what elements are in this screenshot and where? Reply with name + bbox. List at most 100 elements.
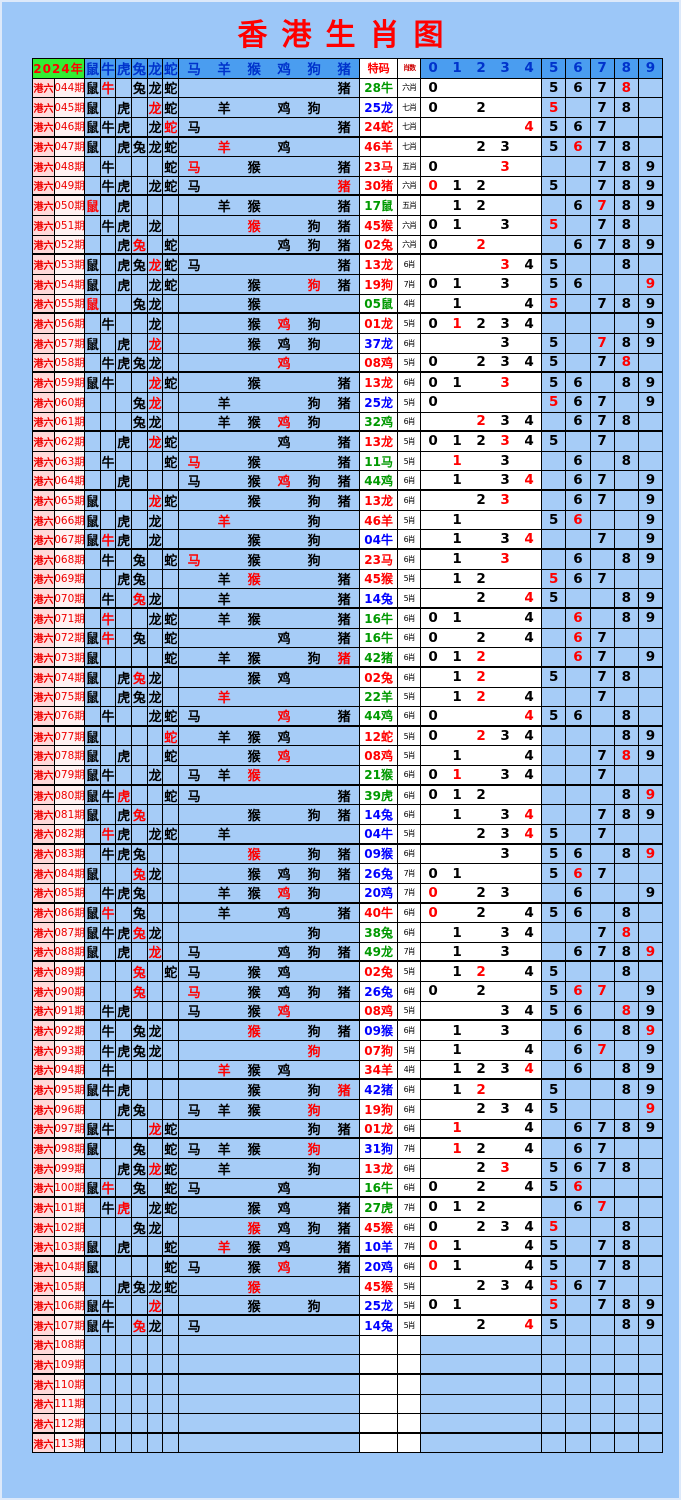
row-period: 093期 [55,1041,85,1060]
digit-cell [445,255,469,274]
zodiac-cell [239,1395,269,1414]
zodiac-cell: 猴 [247,966,261,982]
digit-cell: 1 [452,551,462,568]
zodiac-cell: 猴 [247,1005,261,1020]
zodiac-cell [132,1198,148,1217]
zodiac-cell [179,216,209,235]
digit-cell: 9 [638,294,664,313]
zodiac-cell: 蛇 [163,1178,180,1197]
digit-cell [542,1414,567,1432]
digit-cell [614,275,639,294]
zodiac-cell-group: 羊 [179,687,361,707]
zodiac-cell: 虎 [116,216,133,235]
digit-cell: 8 [614,903,639,923]
zodiac-cell [329,314,359,333]
zodiac-cell [85,1414,101,1432]
zodiac-cell [179,314,209,333]
digit-cell: 9 [638,1060,664,1079]
zodiac-cell [163,1433,180,1453]
zodiac-cell: 牛 [100,117,117,136]
digit-cell: 5 [542,137,567,157]
zodiac-cell [85,392,101,412]
digit-cell: 0 [428,787,438,804]
row-prefix: 港六 [33,1257,55,1276]
special-code-cell: 16牛 [360,1178,399,1197]
zodiac-cell: 猪 [337,632,351,648]
zodiac-count-cell: 5肖 [398,510,422,530]
zodiac-cell [179,1061,209,1079]
digit-cell: 9 [638,491,664,510]
row-period: 110期 [55,1374,85,1394]
zodiac-cell [329,1316,359,1335]
zodiac-cell [179,354,209,372]
zodiac-cell: 猴 [247,1084,261,1099]
zodiac-cell [163,1394,180,1414]
zodiac-cell [179,138,209,157]
digit-cell: 9 [638,608,664,628]
zodiac-cell [132,333,148,353]
zodiac-count-cell: 6肖 [398,550,422,569]
special-code-cell: 13龙 [360,432,399,451]
zodiac-cell-group: 马鸡狗猪 [179,942,361,961]
digit-cell: 9 [638,726,664,746]
digit-cell [469,157,493,176]
zodiac-cell [209,216,239,235]
row-period: 076期 [55,707,85,725]
digit-cell: 4 [524,825,534,842]
digit-cell: 6 [566,569,591,589]
zodiac-cell: 蛇 [163,628,180,648]
digit-cell: 2 [476,1278,486,1295]
row-period: 072期 [55,628,85,648]
zodiac-cell [329,668,359,687]
zodiac-count-cell: 7肖 [398,1198,422,1217]
zodiac-cell-group: 猴鸡猪 [179,1198,361,1217]
digit-cell [469,1414,493,1432]
digit-cell [638,569,664,589]
zodiac-cell: 蛇 [163,235,180,254]
digit-cell [445,354,469,372]
digit-cell: 9 [638,275,664,294]
zodiac-cell [239,707,269,725]
zodiac-cell: 狗 [307,514,321,530]
zodiac-cell: 猴 [247,161,261,176]
zodiac-cell: 马 [187,789,201,805]
zodiac-cell [100,333,117,353]
digit-cell [517,943,541,961]
special-code-cell [360,1414,399,1432]
row-period: 091期 [55,1001,85,1020]
zodiac-cell: 蛇 [163,373,180,392]
zodiac-cell: 虎 [116,137,133,157]
table-row: 港六 045期鼠虎龙蛇羊鸡狗 25龙 七肖 0 2 5 7 8 [33,98,664,118]
zodiac-cell [132,1355,148,1373]
row-prefix: 港六 [33,1119,55,1138]
digit-cell [421,805,445,824]
zodiac-cell: 鸡 [277,730,291,746]
digit-cell: 7 [590,353,615,372]
zodiac-cell: 狗 [307,1299,321,1314]
digit-cell [542,1433,567,1453]
zodiac-cell-group: 马猪 [179,117,361,136]
row-prefix: 港六 [33,1374,55,1394]
digit-cell: 6 [566,491,591,510]
zodiac-cell: 猪 [337,868,351,883]
zodiac-cell: 龙 [147,530,164,549]
digit-cell [614,530,639,549]
zodiac-cell: 兔 [132,1158,148,1178]
digit-cell: 3 [500,453,510,470]
special-code-cell: 27虎 [360,1198,399,1217]
zodiac-cell: 羊 [217,1103,231,1119]
zodiac-cell: 狗 [307,1221,321,1237]
zodiac-cell: 兔 [132,353,148,372]
digit-cell: 8 [614,746,639,766]
table-row: 港六 054期鼠虎龙蛇猴狗猪 19狗 7肖 0 1 3 5 6 9 [33,275,664,295]
zodiac-cell [163,1041,180,1060]
digit-cell: 6 [566,883,591,902]
digit-cell: 7 [590,864,615,883]
digit-cell: 8 [614,294,639,313]
zodiac-cell: 猴 [247,573,261,589]
zodiac-cell: 猴 [247,868,261,883]
digit-cell [421,1375,445,1394]
table-row: 港六 067期鼠牛虎龙猴狗 04牛 6肖 1 3 4 7 9 [33,530,664,551]
digit-cell: 8 [614,176,639,195]
